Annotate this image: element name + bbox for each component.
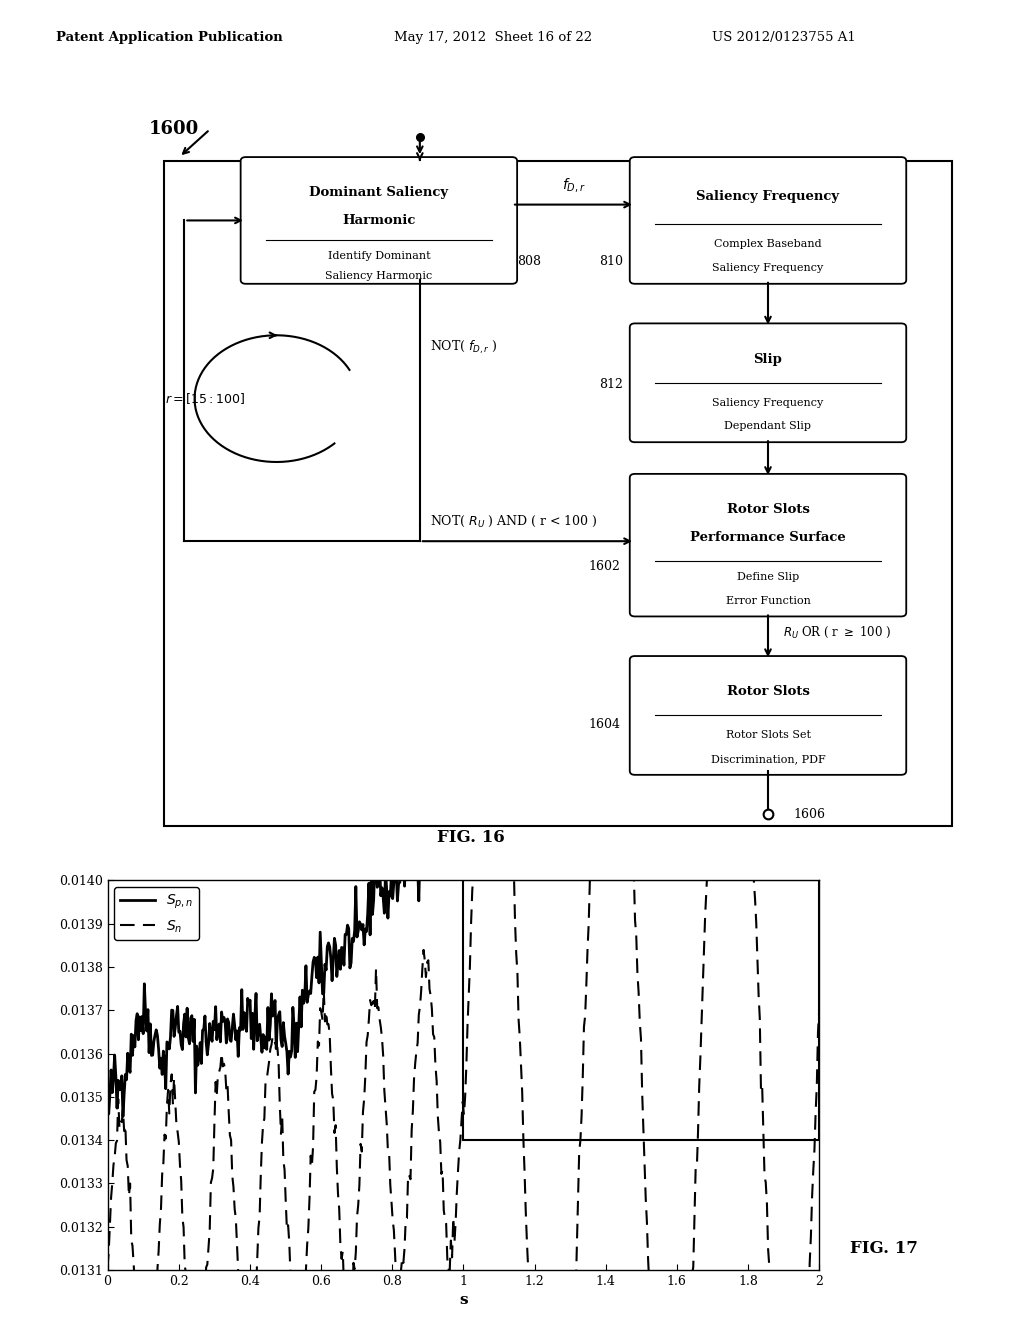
Text: Saliency Frequency: Saliency Frequency xyxy=(696,190,840,203)
Text: NOT( $f_{D,r}$ ): NOT( $f_{D,r}$ ) xyxy=(430,339,498,356)
Text: Saliency Frequency: Saliency Frequency xyxy=(713,263,823,273)
Text: Rotor Slots: Rotor Slots xyxy=(727,685,809,698)
Text: Patent Application Publication: Patent Application Publication xyxy=(56,32,283,44)
FancyBboxPatch shape xyxy=(241,157,517,284)
Text: Slip: Slip xyxy=(754,352,782,366)
Legend: $S_{p,n}$, $S_n$: $S_{p,n}$, $S_n$ xyxy=(115,887,199,940)
Text: $f_{D,r}$: $f_{D,r}$ xyxy=(561,176,586,194)
Text: Define Slip: Define Slip xyxy=(737,572,799,582)
Text: 1604: 1604 xyxy=(589,718,621,731)
Text: FIG. 16: FIG. 16 xyxy=(437,829,505,846)
Text: $r = [ 15:100 ]$: $r = [ 15:100 ]$ xyxy=(165,391,245,407)
Text: US 2012/0123755 A1: US 2012/0123755 A1 xyxy=(712,32,855,44)
Text: Saliency Harmonic: Saliency Harmonic xyxy=(326,271,432,281)
Text: Saliency Frequency: Saliency Frequency xyxy=(713,397,823,408)
FancyBboxPatch shape xyxy=(630,656,906,775)
Text: Dominant Saliency: Dominant Saliency xyxy=(309,186,449,199)
Text: 810: 810 xyxy=(599,255,623,268)
Text: Rotor Slots: Rotor Slots xyxy=(727,503,809,516)
Bar xyxy=(164,161,952,826)
FancyBboxPatch shape xyxy=(630,157,906,284)
Text: Identify Dominant: Identify Dominant xyxy=(328,251,430,261)
Text: 1600: 1600 xyxy=(148,120,199,139)
Text: 1606: 1606 xyxy=(794,808,825,821)
Bar xyxy=(463,880,819,1140)
Text: 1602: 1602 xyxy=(589,560,621,573)
Text: $R_U$ OR ( r $\geq$ 100 ): $R_U$ OR ( r $\geq$ 100 ) xyxy=(782,626,891,640)
Text: Dependant Slip: Dependant Slip xyxy=(725,421,811,432)
Text: Error Function: Error Function xyxy=(726,595,810,606)
Text: Complex Baseband: Complex Baseband xyxy=(714,239,822,249)
Text: Harmonic: Harmonic xyxy=(342,214,416,227)
Text: Performance Surface: Performance Surface xyxy=(690,531,846,544)
Text: 808: 808 xyxy=(517,255,541,268)
FancyBboxPatch shape xyxy=(630,474,906,616)
Text: 812: 812 xyxy=(599,378,623,391)
Text: FIG. 17: FIG. 17 xyxy=(850,1239,918,1257)
Text: NOT( $R_U$ ) AND ( r < 100 ): NOT( $R_U$ ) AND ( r < 100 ) xyxy=(430,515,598,529)
Text: Discrimination, PDF: Discrimination, PDF xyxy=(711,754,825,764)
FancyBboxPatch shape xyxy=(630,323,906,442)
X-axis label: s: s xyxy=(459,1294,468,1307)
Text: May 17, 2012  Sheet 16 of 22: May 17, 2012 Sheet 16 of 22 xyxy=(394,32,592,44)
Text: Rotor Slots Set: Rotor Slots Set xyxy=(725,730,811,741)
